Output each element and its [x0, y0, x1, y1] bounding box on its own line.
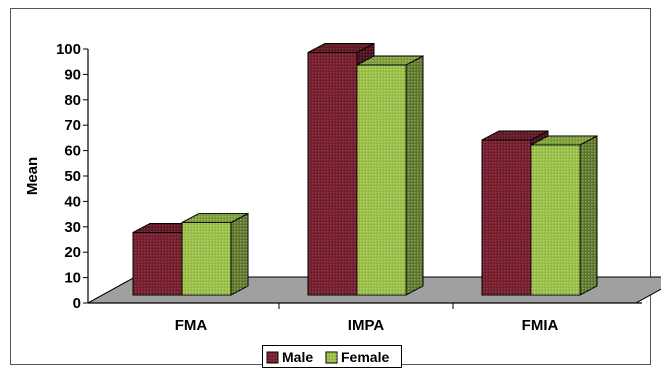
legend-label-male: Male	[282, 349, 313, 365]
bar-female-fma-top-texture	[182, 213, 248, 223]
bar-female-impa-top-texture	[357, 56, 423, 65]
bar-female-impa-front-texture	[357, 65, 406, 295]
y-tick-label: 20	[64, 244, 81, 261]
legend-swatch-texture	[267, 352, 278, 363]
bar-female-fmia-top-texture	[531, 136, 597, 145]
y-tick-label: 0	[73, 295, 81, 312]
y-tick-label: 60	[64, 143, 81, 160]
bar-male-fmia-top-texture	[482, 131, 548, 140]
y-tick-label: 90	[64, 66, 81, 83]
y-tick-label: 70	[64, 117, 81, 134]
bar-female-fmia-front-texture	[531, 145, 580, 295]
y-tick-label: 30	[64, 219, 81, 236]
bar-female-fma	[181, 212, 249, 296]
legend-swatch-texture	[326, 352, 337, 363]
bar-male-impa-top-texture	[308, 43, 374, 53]
x-category-label: FMA	[175, 317, 208, 334]
legend-label-female: Female	[341, 349, 389, 365]
bar-female-impa	[356, 55, 424, 296]
y-tick-label: 100	[56, 41, 81, 58]
x-category-label: IMPA	[348, 317, 385, 334]
bar-female-fma-side-texture	[231, 213, 248, 295]
y-tick-label: 40	[64, 193, 81, 210]
bar-male-impa-front-texture	[308, 52, 357, 295]
x-category-label: FMIA	[522, 317, 559, 334]
bar-male-fmia-front-texture	[482, 140, 531, 295]
bar-female-fma-front-texture	[182, 222, 231, 295]
bar-female-fmia	[530, 135, 598, 296]
y-axis-title: Mean	[24, 157, 41, 195]
y-tick-label: 10	[64, 270, 81, 287]
bar-male-fma-front-texture	[133, 232, 182, 295]
y-tick-label: 80	[64, 92, 81, 109]
bar-female-fmia-side-texture	[580, 136, 597, 295]
y-tick-label: 50	[64, 168, 81, 185]
bar-female-impa-side-texture	[406, 56, 423, 295]
